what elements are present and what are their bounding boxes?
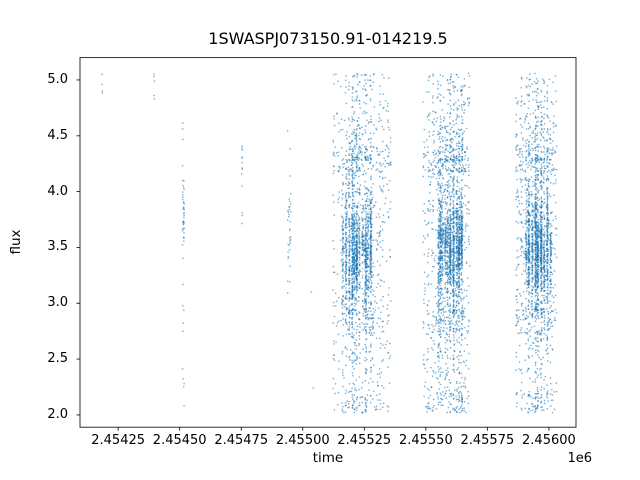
y-tick-label: 3.0 (47, 295, 68, 311)
y-tick-label: 3.5 (47, 239, 68, 255)
x-axis-label: time (312, 450, 344, 466)
y-tick-label: 2.0 (47, 406, 68, 422)
x-tick-label: 2.45575 (460, 433, 515, 448)
x-tick-label: 2.45525 (337, 433, 392, 448)
y-tick-label: 4.5 (47, 127, 68, 143)
x-tick-label: 2.45500 (275, 433, 330, 448)
chart-title: 1SWASPJ073150.91-014219.5 (208, 29, 448, 48)
x-tick-label: 2.45600 (522, 433, 576, 448)
x-tick-label: 2.45475 (214, 433, 269, 448)
y-tick-label: 5.0 (47, 71, 68, 87)
y-tick-label: 2.5 (47, 351, 68, 367)
x-axis-offset-text: 1e6 (567, 451, 592, 466)
x-tick-label: 2.45425 (91, 433, 146, 448)
x-tick-label: 2.45550 (398, 433, 453, 448)
x-tick-label: 2.45450 (152, 433, 207, 448)
y-tick-label: 4.0 (47, 183, 68, 199)
